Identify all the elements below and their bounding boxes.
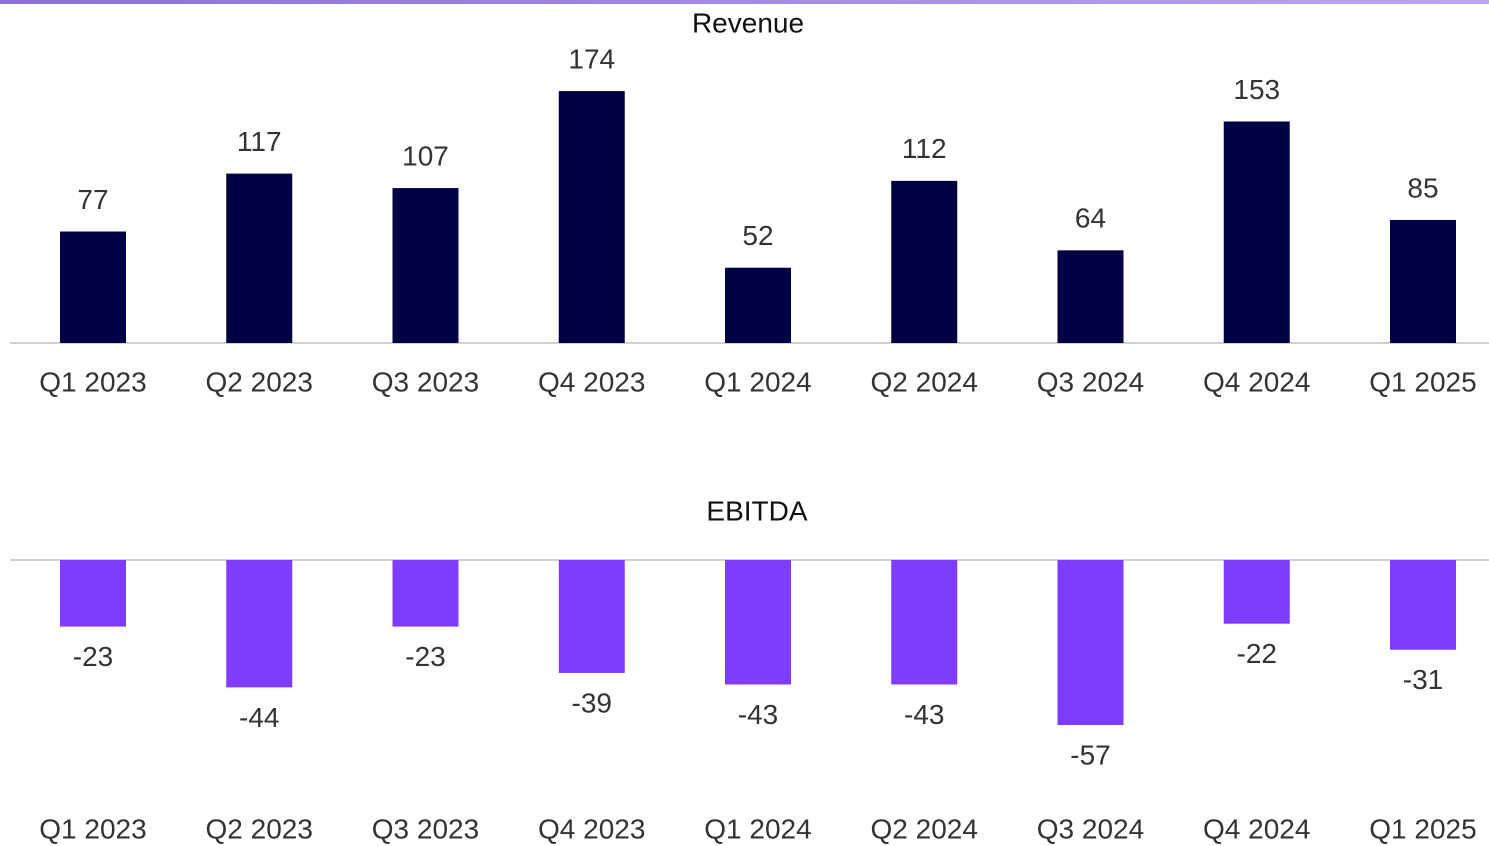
x-tick-label: Q3 2023 <box>372 813 479 844</box>
x-tick-label: Q1 2024 <box>704 813 811 844</box>
x-tick-label: Q4 2024 <box>1203 366 1310 397</box>
data-label: 77 <box>77 184 108 215</box>
x-tick-label: Q3 2024 <box>1037 366 1144 397</box>
data-label: -57 <box>1070 739 1110 770</box>
data-label: 107 <box>402 140 449 171</box>
bar <box>1390 219 1456 343</box>
data-label: 64 <box>1075 203 1106 234</box>
x-tick-label: Q3 2024 <box>1037 813 1144 844</box>
data-label: 85 <box>1407 172 1438 203</box>
x-tick-label: Q2 2023 <box>206 366 313 397</box>
data-label: -43 <box>738 699 778 730</box>
data-label: -39 <box>572 687 612 718</box>
x-tick-label: Q1 2023 <box>39 813 146 844</box>
data-label: 117 <box>237 126 282 157</box>
bar <box>392 188 459 343</box>
chart-title: Revenue <box>692 7 804 38</box>
data-label: -44 <box>239 702 279 733</box>
bar <box>891 560 958 685</box>
bar <box>1223 121 1290 344</box>
bar <box>1057 250 1124 343</box>
x-tick-label: Q4 2023 <box>538 813 645 844</box>
data-label: 52 <box>742 220 773 251</box>
chart-title: EBITDA <box>706 495 807 526</box>
x-tick-label: Q2 2024 <box>871 366 978 397</box>
data-label: -31 <box>1403 664 1443 695</box>
data-label: -22 <box>1237 638 1277 669</box>
data-label: -43 <box>904 699 944 730</box>
x-tick-label: Q1 2025 <box>1369 366 1476 397</box>
bar <box>1390 560 1456 650</box>
x-tick-label: Q2 2023 <box>206 813 313 844</box>
bar <box>725 267 791 343</box>
data-label: 174 <box>568 43 615 74</box>
bar <box>558 91 625 343</box>
bar <box>725 560 791 685</box>
bar <box>60 231 126 343</box>
data-label: -23 <box>405 641 445 672</box>
bar <box>392 560 459 627</box>
bar <box>558 560 625 673</box>
x-tick-label: Q1 2023 <box>39 366 146 397</box>
x-tick-label: Q2 2024 <box>871 813 978 844</box>
bar <box>1057 560 1124 726</box>
data-label: 153 <box>1233 74 1280 105</box>
bar <box>891 180 958 343</box>
x-tick-label: Q1 2024 <box>704 366 811 397</box>
x-tick-label: Q4 2024 <box>1203 813 1310 844</box>
data-label: -23 <box>73 641 113 672</box>
x-tick-label: Q1 2025 <box>1369 813 1476 844</box>
x-tick-label: Q3 2023 <box>372 366 479 397</box>
x-tick-label: Q4 2023 <box>538 366 645 397</box>
bar <box>1223 560 1290 624</box>
data-label: 112 <box>902 133 947 164</box>
top-rule <box>0 0 1489 4</box>
bar <box>60 560 126 627</box>
bar <box>226 560 293 688</box>
bar <box>226 173 293 343</box>
